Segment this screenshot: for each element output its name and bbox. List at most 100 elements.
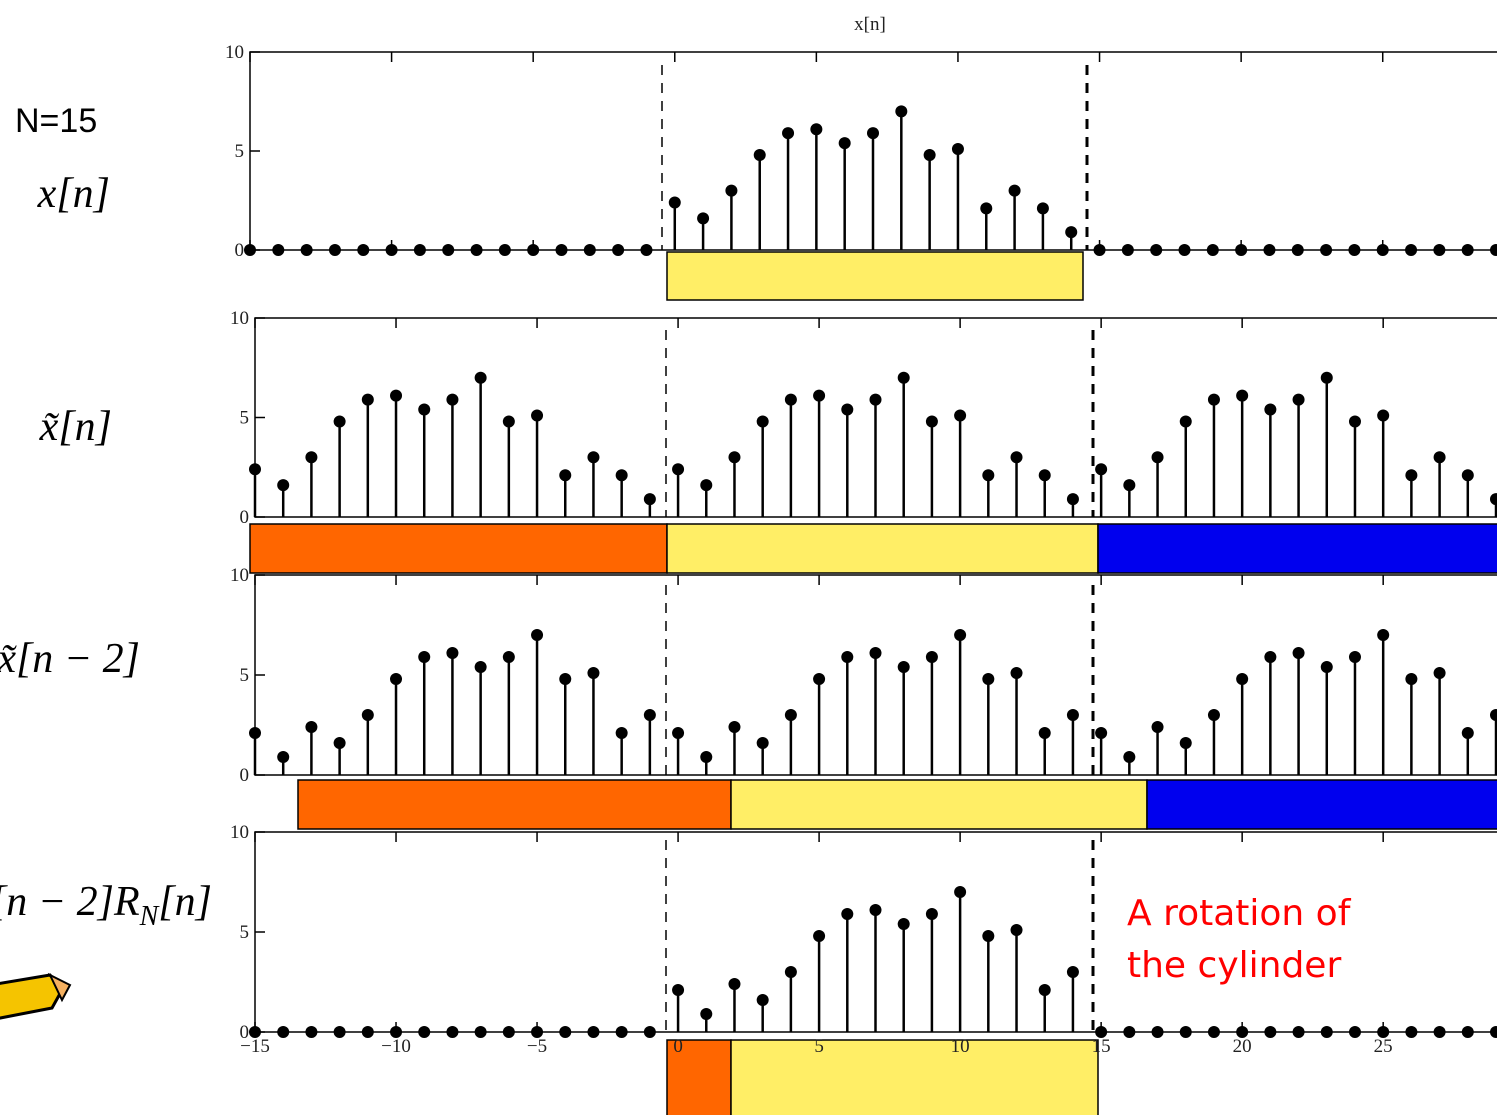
stem	[1123, 751, 1135, 775]
stem-marker	[725, 185, 737, 197]
stem-marker	[1236, 1026, 1248, 1038]
stem	[277, 751, 289, 775]
annotation: the cylinder	[1127, 945, 1341, 986]
y-tick-label: 5	[240, 408, 250, 429]
stem	[1462, 727, 1474, 775]
stem-marker	[559, 1026, 571, 1038]
stem	[980, 202, 992, 250]
stem-marker	[1377, 410, 1389, 422]
stem	[362, 709, 374, 775]
stem-marker	[1490, 709, 1497, 721]
stem-marker	[442, 244, 454, 256]
y-tick-label: 5	[235, 141, 245, 162]
stem	[1405, 244, 1417, 256]
stem-marker	[1348, 244, 1360, 256]
stem	[249, 463, 261, 517]
stem	[1405, 673, 1417, 775]
stem-marker	[362, 394, 374, 406]
stem	[813, 673, 825, 775]
stem-marker	[334, 737, 346, 749]
stem-marker	[640, 244, 652, 256]
stem-marker	[612, 244, 624, 256]
stem	[471, 244, 483, 256]
stem	[1180, 1026, 1192, 1038]
stem-marker	[898, 661, 910, 673]
stem	[813, 390, 825, 517]
stem-marker	[839, 137, 851, 149]
stem	[1208, 394, 1220, 517]
annotation: A rotation of	[1127, 893, 1352, 934]
stem	[362, 394, 374, 517]
stem	[334, 415, 346, 517]
stem	[728, 451, 740, 517]
stem-marker	[1434, 1026, 1446, 1038]
stem	[1264, 651, 1276, 775]
stem	[1434, 667, 1446, 775]
stem-marker	[1208, 394, 1220, 406]
stem-marker	[1462, 244, 1474, 256]
stem-marker	[926, 415, 938, 427]
period-block	[1098, 524, 1497, 573]
stem	[277, 479, 289, 517]
stem-marker	[272, 244, 284, 256]
stem-marker	[1011, 667, 1023, 679]
stem	[1490, 493, 1497, 517]
stem	[1011, 451, 1023, 517]
stem	[584, 244, 596, 256]
stem	[1180, 737, 1192, 775]
stem-marker	[277, 751, 289, 763]
period-block	[250, 524, 667, 573]
stem	[587, 667, 599, 775]
stem-marker	[531, 629, 543, 641]
y-tick-label: 10	[230, 565, 249, 586]
stem	[414, 244, 426, 256]
stem	[1293, 394, 1305, 517]
stem	[1037, 202, 1049, 250]
stem-marker	[1292, 244, 1304, 256]
stem-marker	[754, 149, 766, 161]
stem	[1094, 244, 1106, 256]
stem-marker	[785, 394, 797, 406]
stem-marker	[644, 709, 656, 721]
stem	[390, 673, 402, 775]
stem-marker	[1434, 667, 1446, 679]
stem	[1095, 1026, 1107, 1038]
stem	[954, 886, 966, 1032]
stem-marker	[475, 661, 487, 673]
stem	[616, 469, 628, 517]
side-label-text: x̃[n − 2]R	[0, 879, 140, 925]
stem-marker	[757, 415, 769, 427]
stem-marker	[898, 918, 910, 930]
stem	[1433, 244, 1445, 256]
stem-marker	[672, 984, 684, 996]
stem-marker	[587, 451, 599, 463]
stem-marker	[305, 451, 317, 463]
period-block	[298, 780, 731, 829]
stem-marker	[390, 673, 402, 685]
stem-marker	[1180, 415, 1192, 427]
period-block	[731, 1040, 1098, 1115]
stem-marker	[1321, 372, 1333, 384]
stem	[1095, 463, 1107, 517]
stem	[1011, 667, 1023, 775]
stem-marker	[1123, 751, 1135, 763]
stem	[672, 727, 684, 775]
stem	[503, 415, 515, 517]
stem-marker	[559, 469, 571, 481]
stem	[362, 1026, 374, 1038]
stem-marker	[1293, 647, 1305, 659]
stem	[1462, 469, 1474, 517]
stem	[1009, 185, 1021, 250]
stem	[1349, 651, 1361, 775]
stem-marker	[1377, 244, 1389, 256]
stem-marker	[1462, 727, 1474, 739]
stem	[1208, 709, 1220, 775]
stem-marker	[700, 751, 712, 763]
stem-marker	[669, 196, 681, 208]
stem-marker	[1462, 1026, 1474, 1038]
stem	[870, 394, 882, 517]
stem-marker	[584, 244, 596, 256]
stem	[1377, 410, 1389, 517]
chart-title: x[n]	[854, 14, 886, 35]
stem-marker	[1208, 1026, 1220, 1038]
